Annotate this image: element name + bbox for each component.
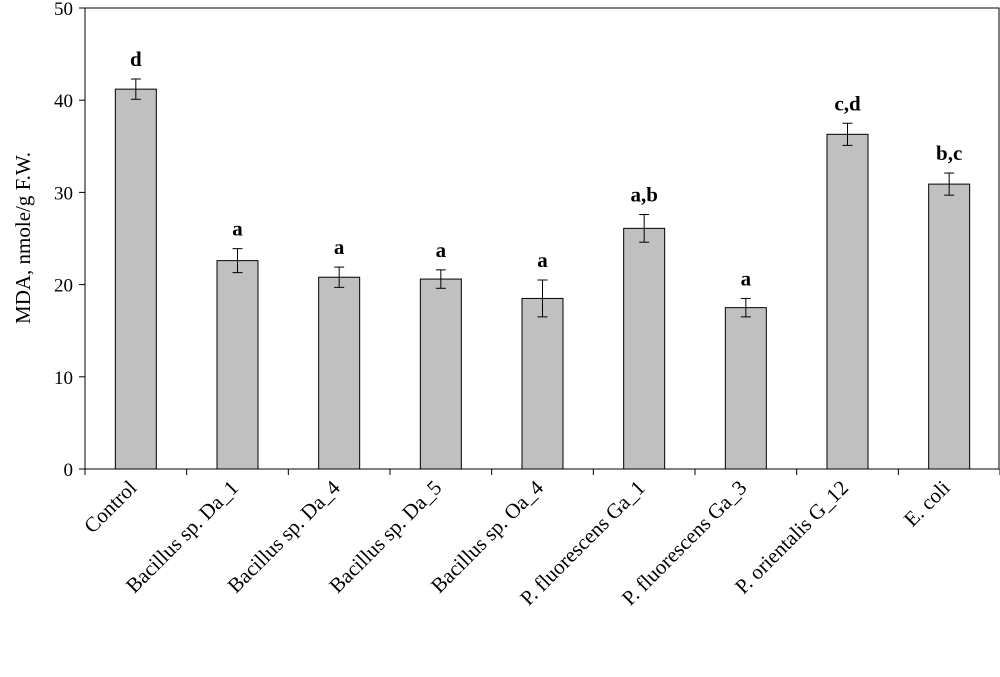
y-tick-label: 0 xyxy=(64,460,74,481)
y-axis-label: MDA, nmole/g F.W. xyxy=(11,152,35,324)
y-tick-label: 40 xyxy=(54,91,73,112)
category-label: Control xyxy=(79,475,141,537)
bar xyxy=(826,133,869,470)
significance-label: a xyxy=(741,266,752,290)
bar xyxy=(724,307,767,470)
y-tick-label: 30 xyxy=(54,183,73,204)
significance-label: a xyxy=(537,248,548,272)
y-tick-label: 10 xyxy=(54,368,73,389)
significance-label: a xyxy=(334,235,345,259)
significance-label: c,d xyxy=(834,91,861,115)
bar xyxy=(623,227,666,470)
bar xyxy=(521,297,564,470)
y-tick-label: 20 xyxy=(54,276,73,297)
bar xyxy=(419,278,462,470)
bar xyxy=(928,183,971,470)
significance-label: d xyxy=(130,47,142,71)
y-tick-label: 50 xyxy=(54,0,73,20)
bar xyxy=(318,276,361,470)
significance-label: a xyxy=(436,238,447,262)
significance-label: a xyxy=(232,217,243,241)
bar xyxy=(216,260,259,470)
significance-label: a,b xyxy=(630,183,657,207)
significance-label: b,c xyxy=(936,141,962,165)
category-label: E. coli xyxy=(899,475,955,531)
bar xyxy=(114,88,157,470)
